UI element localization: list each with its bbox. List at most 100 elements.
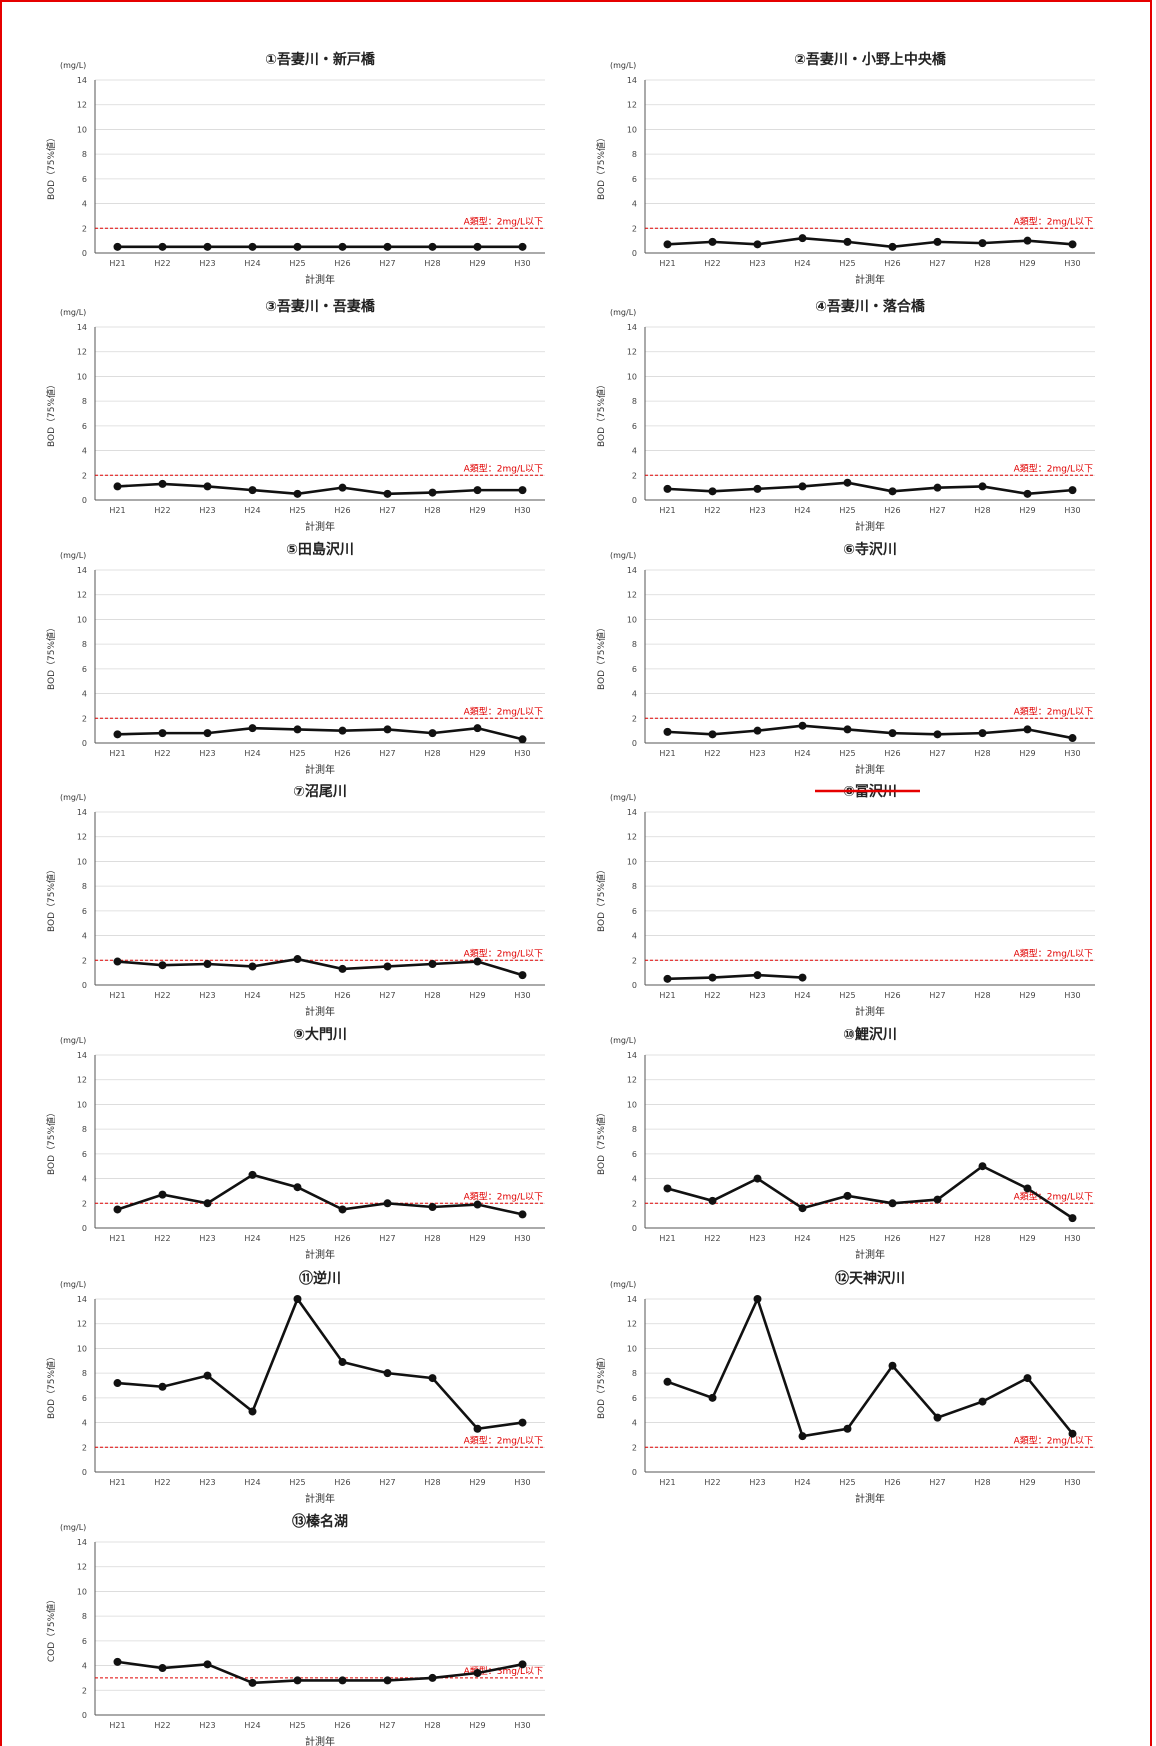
y-unit-label: (mg/L): [60, 308, 86, 317]
data-point: [518, 486, 527, 495]
data-point: [338, 242, 347, 251]
x-tick-label: H22: [704, 259, 720, 268]
data-point: [663, 1184, 672, 1193]
x-tick-label: H25: [289, 991, 305, 1000]
series-line: [117, 957, 523, 977]
x-tick-label: H29: [1019, 991, 1035, 1000]
y-tick-label: 0: [82, 981, 87, 990]
y-unit-label: (mg/L): [60, 793, 86, 802]
series-line: [667, 973, 803, 981]
y-tick-label: 2: [632, 471, 637, 480]
chart-svg: ⑨大門川 (mg/L) BOD（75%値） 0 2 4 6 8 10 12 14 H21 H22 H23 H…: [45, 1026, 545, 1261]
x-axis-label: 計測年: [305, 763, 335, 776]
x-tick-label: H25: [289, 1721, 305, 1730]
y-tick-label: 12: [77, 348, 87, 357]
chart-1: ①吾妻川・新戸橋 (mg/L) BOD（75%値） 0 2 4 6 8 10 12 14 H21 H22…: [40, 38, 550, 286]
series-line: [117, 1173, 523, 1216]
chart-svg: ⑧冨沢川(mg/L)BOD（75%値）02468101214H21H22H23H…: [595, 783, 1095, 1018]
y-unit-label: (mg/L): [60, 1523, 86, 1532]
x-tick-label: H21: [109, 991, 125, 1000]
x-tick-label: H27: [379, 1234, 395, 1243]
chart-title: ⑬榛名湖: [292, 1513, 348, 1530]
y-tick-label: 12: [627, 833, 637, 842]
data-point: [203, 959, 212, 968]
chart-svg: ⑬榛名湖 (mg/L) COD（75%値） 0 2 4 6 8 10 12 14 H21 H22 H23 H…: [45, 1513, 545, 1746]
y-tick-label: 12: [627, 101, 637, 110]
y-axis-label: BOD（75%値）: [595, 133, 607, 200]
y-tick-label: 2: [82, 1443, 87, 1452]
data-point: [248, 962, 257, 971]
y-tick-label: 10: [77, 372, 87, 381]
x-tick-label: H21: [659, 991, 675, 1000]
data-point: [428, 242, 437, 251]
x-tick-label: H29: [469, 506, 485, 515]
y-tick-label: 6: [82, 665, 87, 674]
data-point: [933, 730, 942, 739]
y-tick-label: 0: [632, 739, 637, 748]
data-point: [843, 725, 852, 734]
data-point: [248, 1407, 257, 1416]
y-axis-label: BOD（75%値）: [595, 1352, 607, 1419]
data-point: [383, 242, 392, 251]
x-tick-label: H25: [839, 1478, 855, 1487]
y-axis-label: BOD（75%値）: [45, 133, 57, 200]
data-point: [293, 1183, 302, 1192]
data-point: [843, 478, 852, 487]
chart-7: ⑦沼尾川 (mg/L) BOD（75%値） 0 2 4 6 8 10 12 14 H21 H22 H23 H…: [40, 770, 550, 1018]
chart-svg: ⑥寺沢川 (mg/L) BOD（75%値） 0 2 4 6 8 10 12 14 H21 H22 H23 H…: [595, 541, 1095, 776]
data-point: [158, 1190, 167, 1199]
chart-6: ⑥寺沢川 (mg/L) BOD（75%値） 0 2 4 6 8 10 12 14 H21 H22 H23 H…: [590, 528, 1100, 776]
chart-title: ②吾妻川・小野上中央橋: [794, 51, 947, 68]
data-point: [158, 1382, 167, 1391]
x-tick-label: H23: [749, 749, 765, 758]
data-point: [113, 1379, 122, 1388]
data-point: [428, 1202, 437, 1211]
x-tick-label: H27: [929, 1234, 945, 1243]
x-tick-label: H28: [424, 1478, 440, 1487]
y-tick-label: 14: [627, 323, 637, 332]
x-tick-label: H30: [1064, 1234, 1080, 1243]
standard-label: A類型：2mg/L以下: [464, 216, 543, 227]
data-point: [338, 726, 347, 735]
y-tick-label: 12: [627, 1320, 637, 1329]
y-tick-label: 6: [632, 175, 637, 184]
y-tick-label: 4: [632, 932, 637, 941]
x-tick-label: H25: [839, 749, 855, 758]
x-tick-label: H24: [794, 991, 810, 1000]
data-point: [473, 486, 482, 495]
x-tick-label: H22: [154, 749, 170, 758]
series-line: [117, 1660, 523, 1685]
x-tick-label: H28: [424, 1234, 440, 1243]
data-point: [203, 1199, 212, 1208]
data-point: [203, 1371, 212, 1380]
x-tick-label: H24: [794, 506, 810, 515]
data-point: [113, 1205, 122, 1214]
data-point: [663, 484, 672, 493]
data-point: [663, 1377, 672, 1386]
x-tick-label: H21: [109, 1721, 125, 1730]
x-tick-label: H27: [379, 991, 395, 1000]
y-tick-label: 8: [82, 882, 87, 891]
y-tick-label: 10: [77, 615, 87, 624]
y-tick-label: 6: [82, 422, 87, 431]
x-tick-label: H28: [424, 506, 440, 515]
y-tick-label: 10: [627, 372, 637, 381]
y-tick-label: 14: [77, 1295, 87, 1304]
series-line: [667, 236, 1073, 249]
series-line: [117, 726, 523, 741]
chart-3: ③吾妻川・吾妻橋 (mg/L) BOD（75%値） 0 2 4 6 8 10 12 14 H21 H22…: [40, 285, 550, 533]
y-tick-label: 6: [82, 175, 87, 184]
x-tick-label: H29: [1019, 1478, 1035, 1487]
y-tick-label: 14: [77, 1051, 87, 1060]
data-point: [383, 1369, 392, 1378]
chart-title: ⑪逆川: [299, 1270, 341, 1287]
data-point: [888, 1361, 897, 1370]
chart-title: ④吾妻川・落合橋: [815, 298, 926, 315]
data-point: [113, 1657, 122, 1666]
data-point: [843, 1424, 852, 1433]
data-point: [888, 487, 897, 496]
y-axis-label: BOD（75%値）: [45, 865, 57, 932]
y-tick-label: 0: [82, 496, 87, 505]
data-point: [518, 971, 527, 980]
x-tick-label: H22: [154, 1721, 170, 1730]
